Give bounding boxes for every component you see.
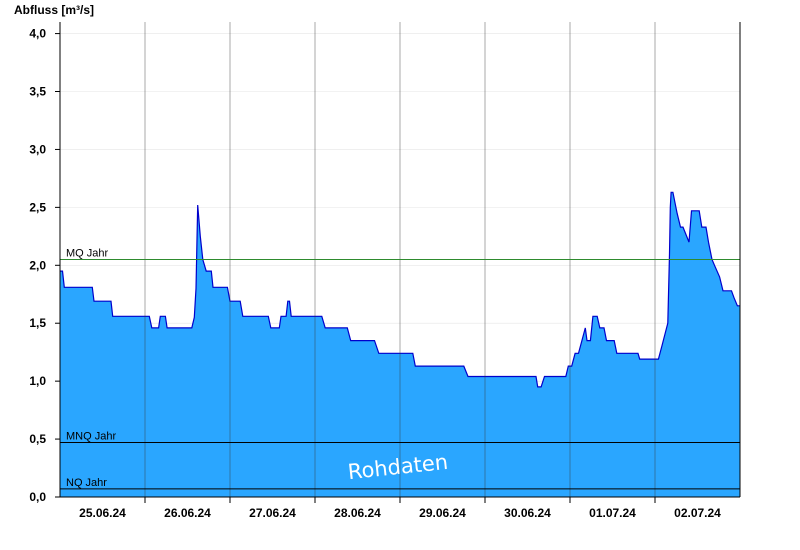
x-tick-label: 27.06.24	[249, 506, 296, 520]
y-tick-label: 4,0	[29, 27, 46, 41]
x-tick-label: 02.07.24	[674, 506, 721, 520]
x-tick-label: 29.06.24	[419, 506, 466, 520]
y-tick-labels: 0,0 0,5 1,0 1,5 2,0 2,5 3,0 3,5 4,0	[29, 27, 60, 504]
y-tick-label: 2,5	[29, 200, 46, 214]
reference-lines: MQ Jahr MNQ Jahr NQ Jahr	[60, 248, 740, 490]
x-tick-label: 01.07.24	[589, 506, 636, 520]
x-tick-label: 25.06.24	[79, 506, 126, 520]
y-tick-label: 1,5	[29, 316, 46, 330]
y-tick-label: 2,0	[29, 258, 46, 272]
reference-line-label: MNQ Jahr	[66, 431, 116, 443]
x-tick-label: 26.06.24	[164, 506, 211, 520]
y-tick-label: 0,0	[29, 490, 46, 504]
reference-line-label: NQ Jahr	[66, 477, 107, 489]
y-tick-label: 0,5	[29, 432, 46, 446]
y-tick-label: 1,0	[29, 374, 46, 388]
discharge-line	[60, 191, 740, 388]
x-tick-labels: 25.06.24 26.06.24 27.06.24 28.06.24 29.06.24…	[79, 497, 721, 520]
x-tick-label: 28.06.24	[334, 506, 381, 520]
y-axis-title: Abfluss [m³/s]	[14, 3, 94, 17]
x-tick-label: 30.06.24	[504, 506, 551, 520]
y-tick-label: 3,5	[29, 85, 46, 99]
discharge-area-series	[60, 22, 740, 503]
reference-line-label: MQ Jahr	[66, 248, 109, 260]
y-tick-label: 3,0	[29, 142, 46, 156]
